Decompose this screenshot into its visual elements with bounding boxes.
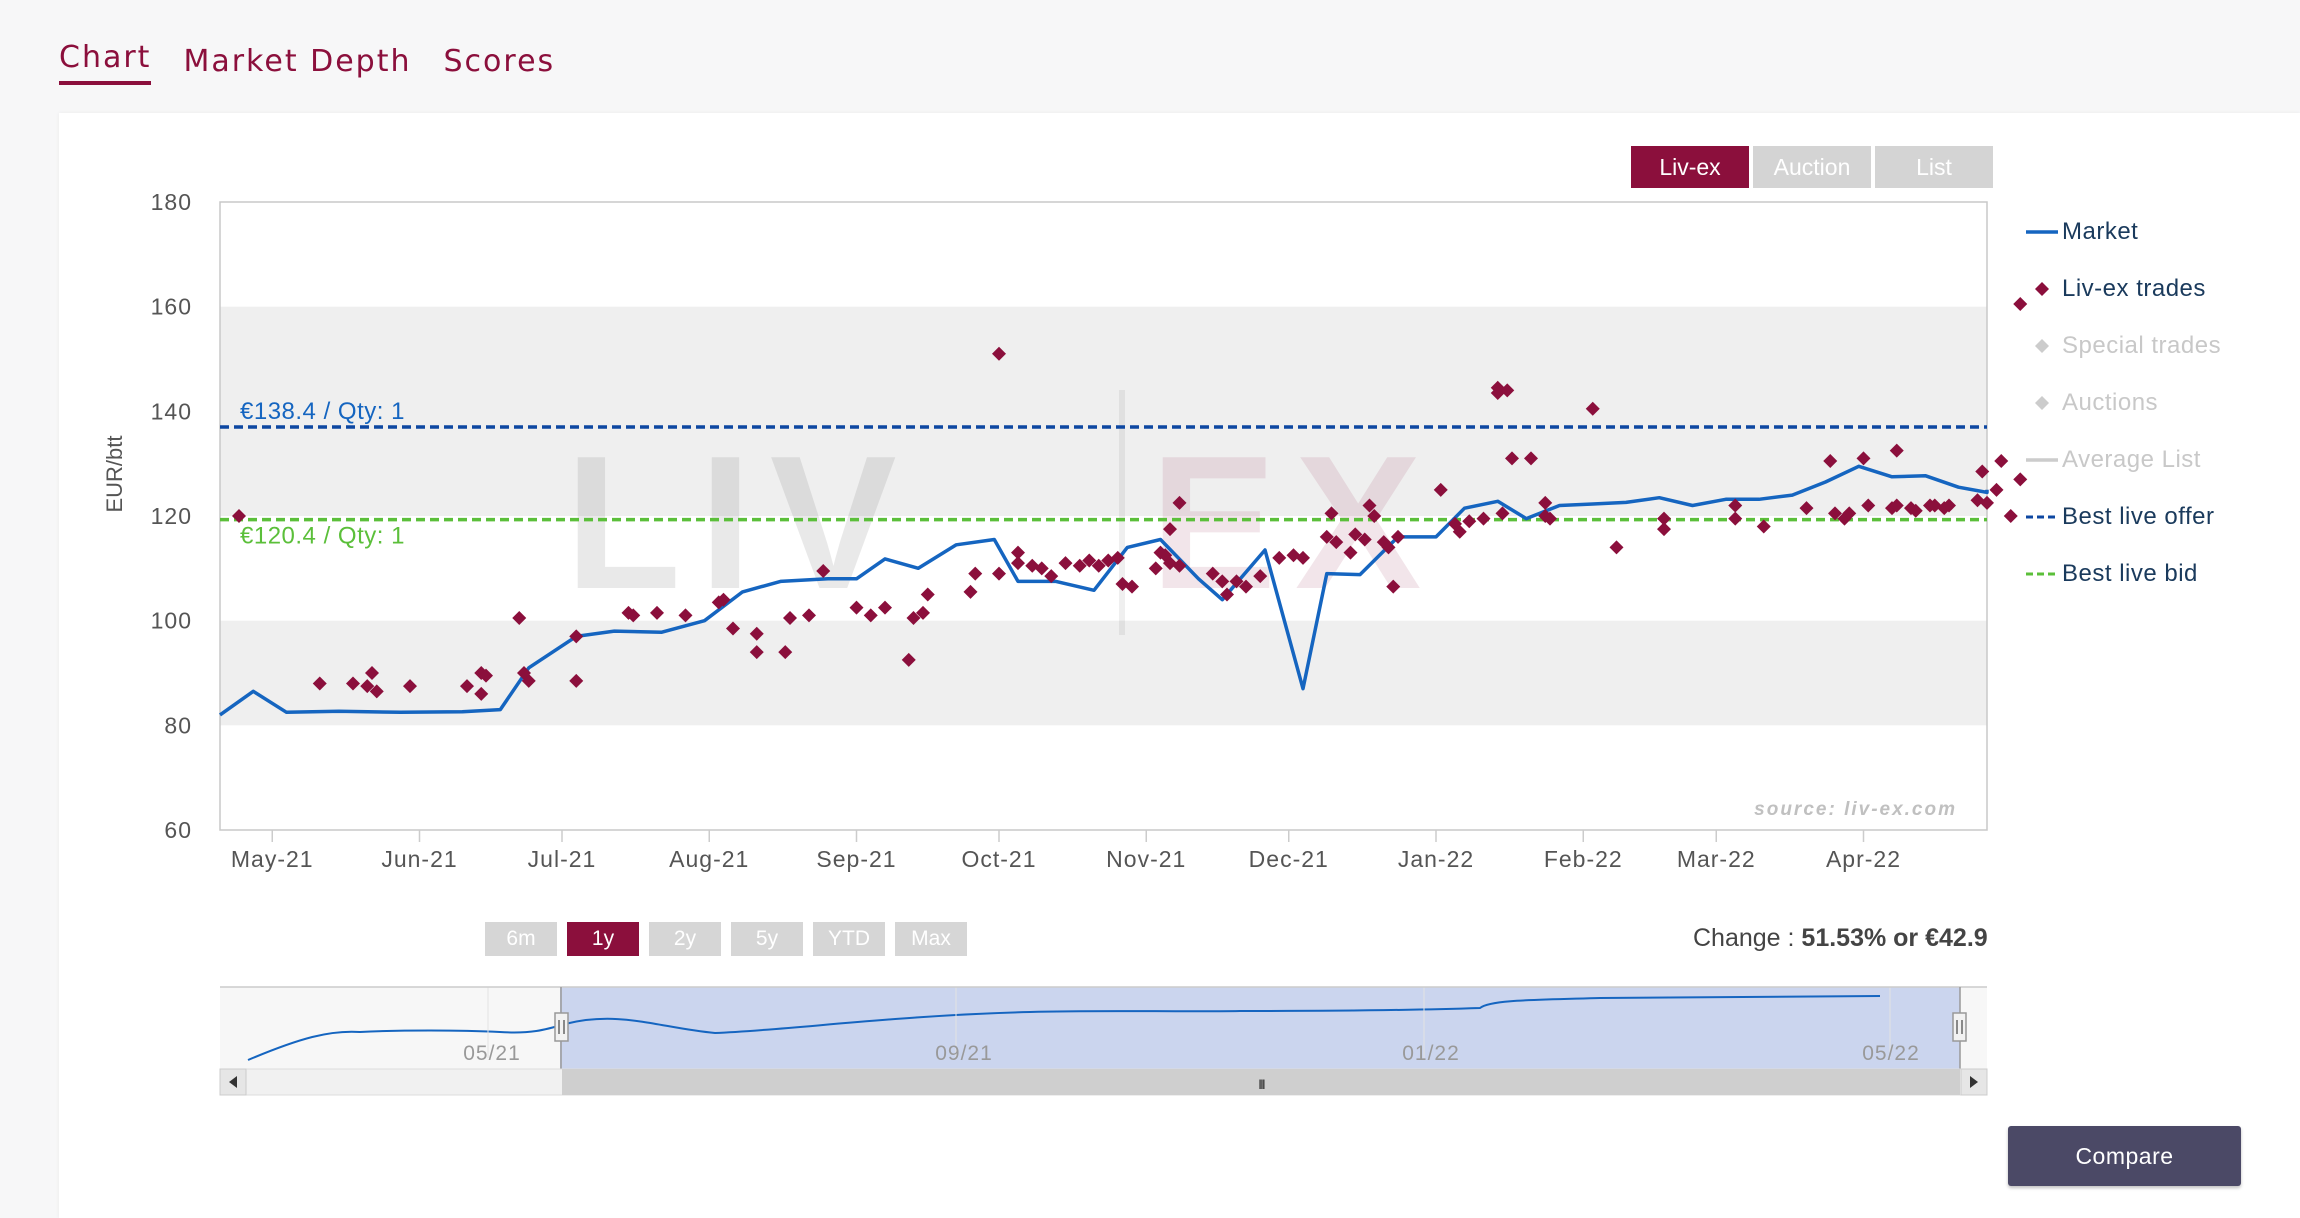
legend-item-market[interactable]: Market [2026,203,2221,260]
range-max-button[interactable]: Max [895,922,967,956]
legend-diamond-icon [2035,338,2049,353]
legend-diamond-icon [2035,395,2049,410]
source-livex-button[interactable]: Liv-ex [1631,146,1749,188]
compare-button[interactable]: Compare [2008,1126,2241,1186]
range-1y-button[interactable]: 1y [567,922,639,956]
source-list-button[interactable]: List [1875,146,1993,188]
change-readout: Change : 51.53% or €42.9 [1693,924,1988,953]
range-ytd-button[interactable]: YTD [813,922,885,956]
legend-diamond-icon [2035,281,2049,296]
legend-item-average-list[interactable]: Average List [2026,431,2221,488]
legend-label: Liv-ex trades [2062,274,2206,302]
legend-label: Best live bid [2062,559,2198,587]
legend-item-best-live-offer[interactable]: Best live offer [2026,488,2221,545]
legend-item-livex-trades[interactable]: Liv-ex trades [2026,260,2221,317]
legend-item-best-live-bid[interactable]: Best live bid [2026,545,2221,602]
legend-dash-icon [2026,572,2058,575]
range-6m-button[interactable]: 6m [485,922,557,956]
legend-item-auctions[interactable]: Auctions [2026,374,2221,431]
tab-chart[interactable]: Chart [59,40,152,85]
legend-label: Average List [2062,445,2201,473]
legend-label: Market [2062,217,2139,245]
range-5y-button[interactable]: 5y [731,922,803,956]
range-2y-button[interactable]: 2y [649,922,721,956]
legend-dash-icon [2026,515,2058,518]
legend-label: Auctions [2062,388,2159,416]
range-selector: 6m 1y 2y 5y YTD Max [485,922,967,956]
source-auction-button[interactable]: Auction [1753,146,1871,188]
legend-label: Best live offer [2062,502,2215,530]
change-value: 51.53% or €42.9 [1801,924,1988,952]
tab-scores[interactable]: Scores [443,44,556,79]
chart-card [59,113,2300,1218]
legend-item-special-trades[interactable]: Special trades [2026,317,2221,374]
legend-line-icon [2026,229,2058,234]
tab-market-depth[interactable]: Market Depth [183,44,412,79]
change-label: Change : [1693,924,1795,952]
legend-label: Special trades [2062,331,2222,359]
chart-legend: Market Liv-ex trades Special trades Auct… [2026,203,2221,602]
legend-line-icon [2026,457,2058,462]
view-tabs: Chart Market Depth Scores [59,40,555,85]
source-toggle: Liv-ex Auction List [1631,146,1993,188]
